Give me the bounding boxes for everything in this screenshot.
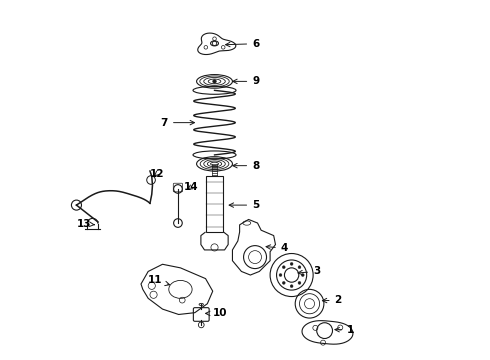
Text: 7: 7	[161, 118, 195, 128]
Text: 11: 11	[147, 275, 170, 285]
Text: 9: 9	[233, 76, 259, 86]
Text: 2: 2	[322, 295, 342, 305]
Circle shape	[290, 285, 293, 288]
Text: 4: 4	[266, 243, 288, 253]
Bar	[205, 176, 223, 232]
Text: 10: 10	[206, 309, 227, 318]
Text: 13: 13	[77, 219, 95, 229]
Text: 8: 8	[233, 161, 259, 171]
Circle shape	[282, 282, 285, 284]
Text: 3: 3	[298, 266, 320, 276]
Text: 6: 6	[225, 39, 259, 49]
Circle shape	[298, 266, 301, 269]
Circle shape	[279, 274, 282, 276]
Circle shape	[298, 282, 301, 284]
Circle shape	[213, 80, 216, 83]
Text: 5: 5	[229, 200, 259, 210]
Text: 14: 14	[184, 182, 198, 192]
Circle shape	[290, 262, 293, 265]
Circle shape	[282, 266, 285, 269]
Text: 1: 1	[335, 325, 354, 335]
Text: 12: 12	[150, 168, 164, 179]
Circle shape	[301, 274, 304, 276]
